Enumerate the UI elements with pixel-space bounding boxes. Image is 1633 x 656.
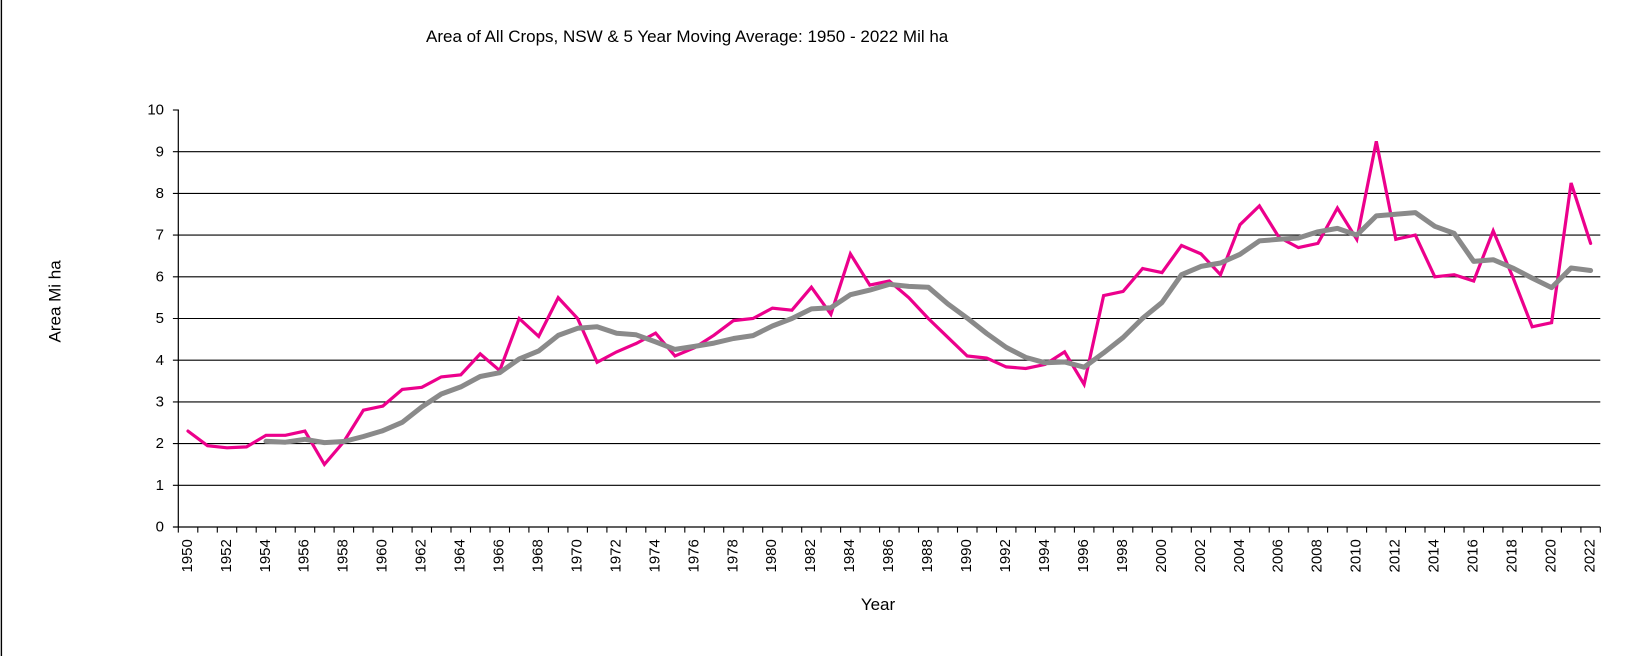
svg-text:6: 6 bbox=[156, 268, 164, 285]
svg-text:1996: 1996 bbox=[1075, 539, 1092, 572]
svg-text:1994: 1994 bbox=[1036, 539, 1053, 572]
svg-text:1972: 1972 bbox=[607, 539, 624, 572]
svg-text:10: 10 bbox=[147, 102, 164, 119]
svg-text:7: 7 bbox=[156, 227, 164, 244]
svg-text:1978: 1978 bbox=[724, 539, 741, 572]
svg-text:2014: 2014 bbox=[1426, 539, 1443, 572]
svg-text:1980: 1980 bbox=[763, 539, 780, 572]
svg-text:3: 3 bbox=[156, 394, 164, 411]
svg-text:1958: 1958 bbox=[335, 539, 352, 572]
svg-text:2018: 2018 bbox=[1504, 539, 1521, 572]
svg-text:2006: 2006 bbox=[1270, 539, 1287, 572]
svg-text:1960: 1960 bbox=[374, 539, 391, 572]
svg-text:1968: 1968 bbox=[530, 539, 547, 572]
svg-text:4: 4 bbox=[156, 352, 164, 369]
svg-text:2000: 2000 bbox=[1153, 539, 1170, 572]
svg-text:2002: 2002 bbox=[1192, 539, 1209, 572]
svg-text:0: 0 bbox=[156, 519, 164, 536]
svg-text:Area Mi ha: Area Mi ha bbox=[46, 260, 65, 343]
svg-text:2016: 2016 bbox=[1465, 539, 1482, 572]
svg-text:1986: 1986 bbox=[880, 539, 897, 572]
svg-text:1966: 1966 bbox=[491, 539, 508, 572]
svg-text:1990: 1990 bbox=[958, 539, 975, 572]
svg-text:2004: 2004 bbox=[1231, 539, 1248, 572]
svg-text:9: 9 bbox=[156, 143, 164, 160]
svg-text:8: 8 bbox=[156, 185, 164, 202]
svg-text:1998: 1998 bbox=[1114, 539, 1131, 572]
svg-text:1950: 1950 bbox=[179, 539, 196, 572]
svg-text:Year: Year bbox=[861, 595, 896, 614]
svg-text:1988: 1988 bbox=[919, 539, 936, 572]
svg-text:1984: 1984 bbox=[841, 539, 858, 572]
svg-text:1970: 1970 bbox=[568, 539, 585, 572]
svg-text:2022: 2022 bbox=[1581, 539, 1598, 572]
svg-text:1: 1 bbox=[156, 477, 164, 494]
svg-text:Area of All Crops, NSW & 5 Yea: Area of All Crops, NSW & 5 Year Moving A… bbox=[426, 27, 949, 46]
svg-text:1982: 1982 bbox=[802, 539, 819, 572]
svg-text:1964: 1964 bbox=[452, 539, 469, 572]
svg-text:1952: 1952 bbox=[218, 539, 235, 572]
svg-text:1976: 1976 bbox=[685, 539, 702, 572]
svg-text:1954: 1954 bbox=[257, 539, 274, 572]
svg-text:2012: 2012 bbox=[1387, 539, 1404, 572]
svg-text:1974: 1974 bbox=[646, 539, 663, 572]
svg-text:2020: 2020 bbox=[1542, 539, 1559, 572]
svg-text:1962: 1962 bbox=[413, 539, 430, 572]
svg-text:2: 2 bbox=[156, 435, 164, 452]
svg-text:1956: 1956 bbox=[296, 539, 313, 572]
svg-text:2008: 2008 bbox=[1309, 539, 1326, 572]
svg-text:5: 5 bbox=[156, 310, 164, 327]
svg-text:1992: 1992 bbox=[997, 539, 1014, 572]
svg-text:2010: 2010 bbox=[1348, 539, 1365, 572]
